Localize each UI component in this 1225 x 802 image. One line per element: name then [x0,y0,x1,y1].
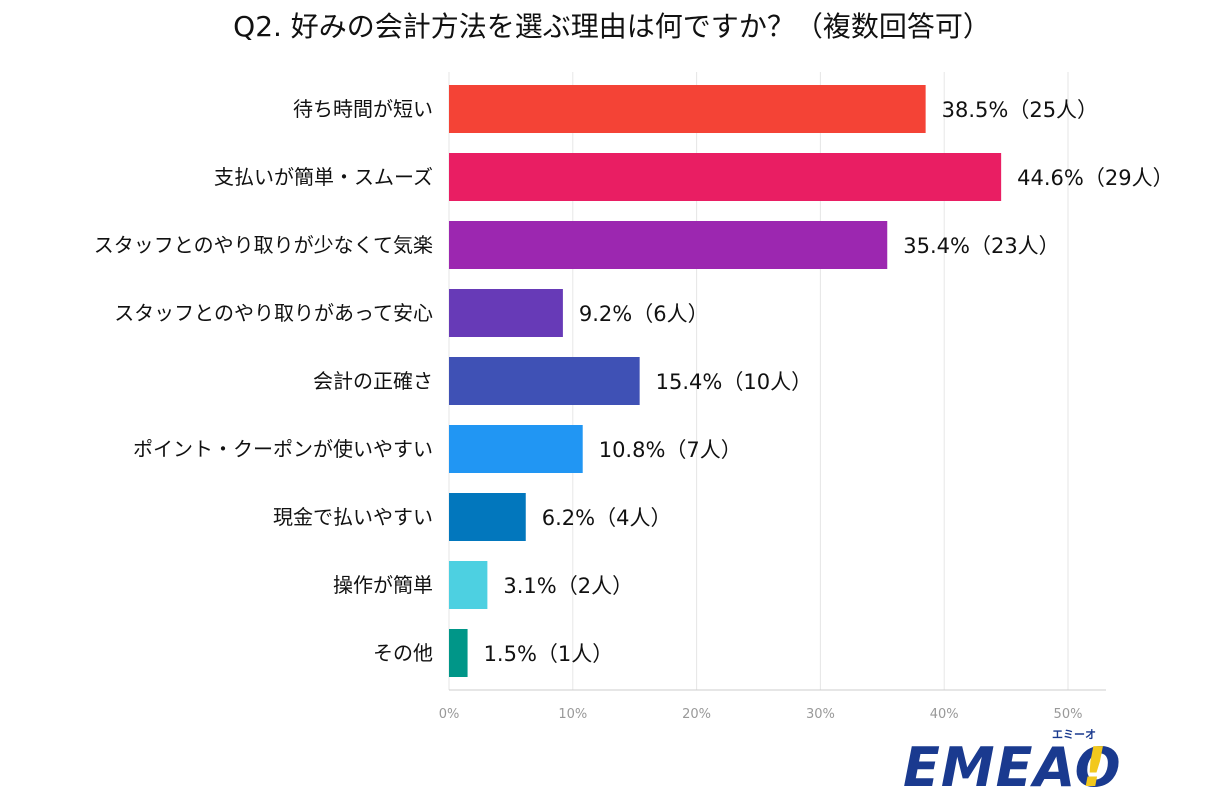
data-label: 10.8%（7人） [599,438,742,462]
bar [449,85,926,133]
bar [449,629,468,677]
bar [449,221,888,269]
x-tick-label: 0% [439,707,460,722]
x-tick-label: 10% [558,707,587,722]
bar [449,425,583,473]
data-label: 35.4%（23人） [903,234,1059,258]
data-label: 15.4%（10人） [656,370,812,394]
data-label: 1.5%（1人） [484,642,614,666]
bar [449,561,488,609]
x-tick-label: 50% [1054,707,1083,722]
x-axis: 0% 10% 20% 30% 40% 50% [439,689,1106,722]
category-label: 操作が簡単 [333,573,433,597]
category-label: スタッフとのやり取りが少なくて気楽 [94,233,433,257]
data-label: 38.5%（25人） [942,98,1098,122]
data-label: 3.1%（2人） [503,574,633,598]
bar [449,357,640,405]
data-label: 9.2%（6人） [579,302,709,326]
data-label: 44.6%（29人） [1017,166,1173,190]
category-label: その他 [373,641,433,665]
logo-text: EMEAO [903,736,1122,799]
category-label: ポイント・クーポンが使いやすい [133,437,433,461]
bar [449,153,1002,201]
category-label: 待ち時間が短い [293,97,433,121]
category-label: 支払いが簡単・スムーズ [214,165,433,189]
category-label: 会計の正確さ [313,369,433,393]
logo-exclaim: ! [1082,736,1107,799]
bars: 待ち時間が短い 38.5%（25人） 支払いが簡単・スムーズ 44.6%（29人） スタ… [94,85,1174,677]
x-tick-label: 40% [930,707,959,722]
data-label: 6.2%（4人） [542,506,672,530]
logo-subtext: エミーオ [1052,728,1096,741]
bar [449,493,526,541]
bar [449,289,563,337]
category-label: スタッフとのやり取りがあって安心 [114,301,433,325]
x-tick-label: 20% [682,707,711,722]
emeao-logo: EMEAO ! エミーオ [903,728,1122,799]
chart-title: Q2. 好みの会計方法を選ぶ理由は何ですか？（複数回答可） [233,10,991,43]
category-label: 現金で払いやすい [273,505,433,529]
x-tick-label: 30% [806,707,835,722]
